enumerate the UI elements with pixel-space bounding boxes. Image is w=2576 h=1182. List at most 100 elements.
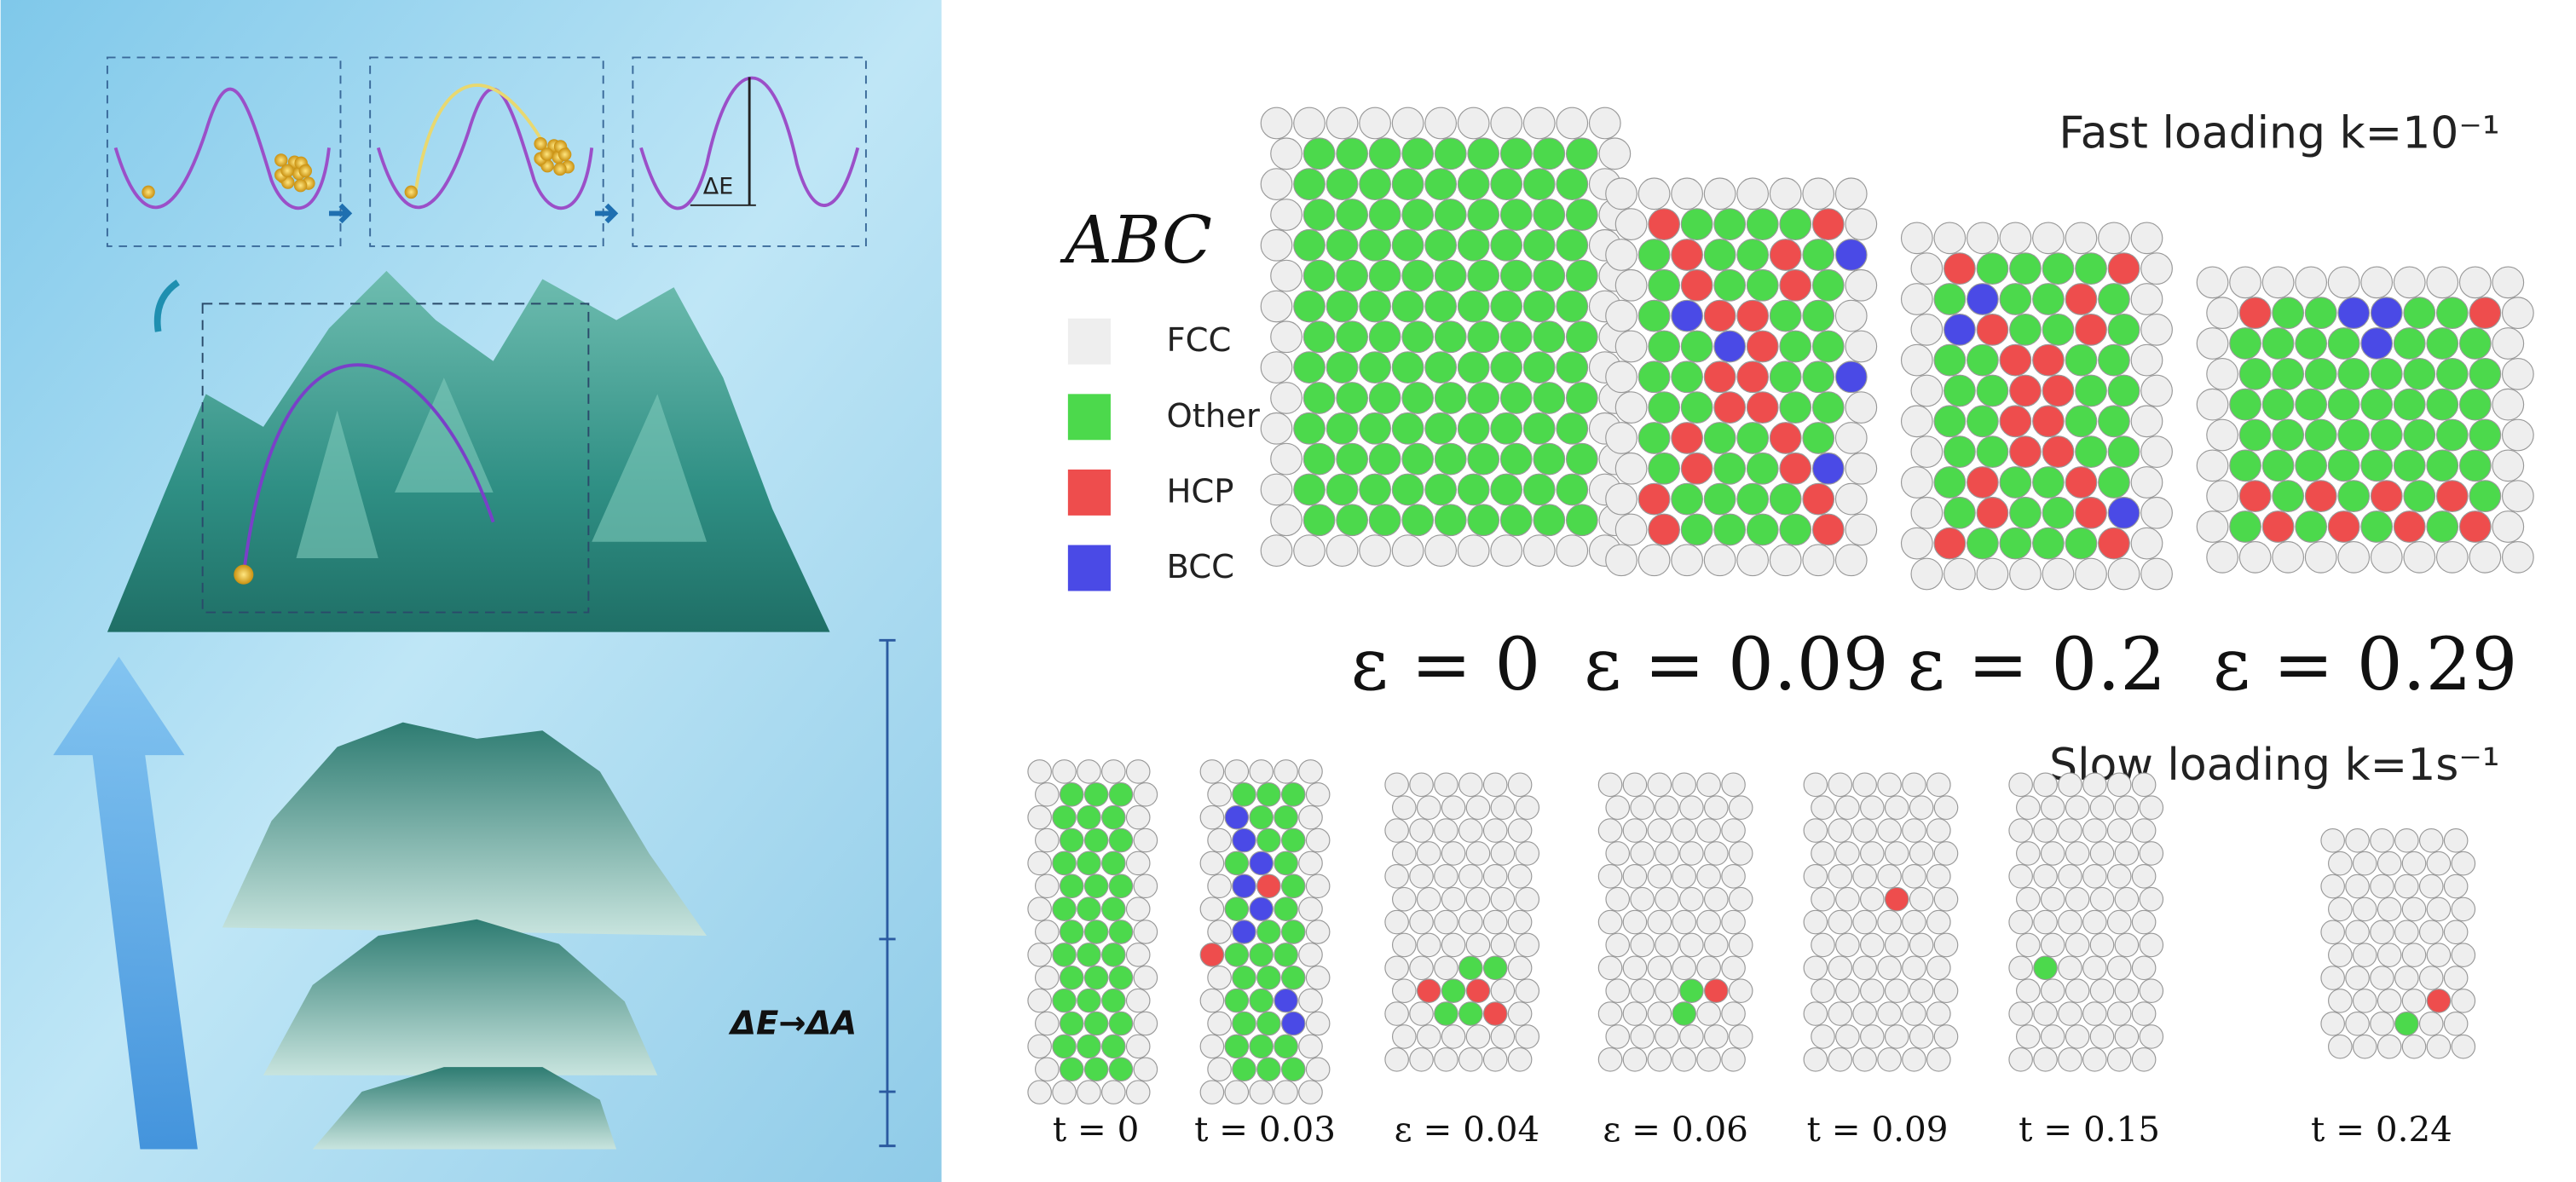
atom: [2418, 1011, 2444, 1036]
atom: [1671, 239, 1703, 271]
atom: [1933, 932, 1959, 958]
atom: [2206, 297, 2238, 330]
atom: [1533, 382, 1566, 414]
atom: [1515, 841, 1540, 866]
atom: [1834, 360, 1868, 394]
atom: [2426, 266, 2459, 299]
atom: [1207, 781, 1232, 807]
atom: [1597, 864, 1623, 889]
atom: [1077, 943, 1101, 967]
atom: [1655, 1024, 1679, 1049]
atom: [1125, 850, 1151, 876]
atom: [1703, 360, 1736, 394]
atom: [1860, 1024, 1885, 1049]
atom: [1802, 360, 1835, 394]
atom: [1199, 850, 1225, 876]
atom: [1556, 168, 1589, 201]
atom: [2352, 943, 2377, 967]
atom: [1884, 932, 1909, 958]
atom: [1326, 534, 1359, 567]
atom: [1910, 496, 1944, 529]
atom: [2089, 841, 2115, 866]
atom: [2443, 1011, 2469, 1036]
atom: [2345, 828, 2370, 853]
atom: [2016, 841, 2041, 866]
atom: [1482, 864, 1508, 889]
atom: [1614, 513, 1648, 546]
atom: [2229, 510, 2261, 543]
atom: [1565, 442, 1598, 476]
atom: [1125, 1034, 1151, 1059]
atom: [1458, 818, 1483, 843]
atom: [1696, 955, 1721, 981]
atom: [2082, 955, 2107, 981]
atom: [1704, 886, 1729, 912]
atom: [1721, 864, 1746, 889]
atom: [1482, 955, 1508, 981]
atom: [1384, 909, 1409, 935]
atom: [1736, 239, 1770, 271]
atom: [2403, 418, 2436, 452]
atom: [2140, 252, 2173, 285]
atom: [2377, 1034, 2402, 1059]
atom: [1944, 252, 1976, 285]
atom: [2370, 874, 2394, 899]
atom: [1302, 137, 1336, 170]
atom: [1298, 759, 1323, 784]
atom: [1499, 382, 1533, 414]
atom: [2451, 850, 2476, 876]
slow-strain-label: t = 0.09: [1807, 1109, 1949, 1150]
atom: [1515, 795, 1540, 820]
atom: [1680, 513, 1713, 546]
atom: [1852, 955, 1877, 981]
atom: [2130, 283, 2163, 315]
atom: [2089, 795, 2115, 820]
atom: [1368, 442, 1401, 476]
atom: [2393, 510, 2426, 543]
atom: [1648, 330, 1681, 363]
atom: [1326, 228, 1359, 262]
atom: [1704, 1024, 1729, 1049]
atom: [1902, 818, 1926, 843]
atom: [1565, 259, 1598, 292]
atom: [2196, 266, 2229, 299]
atom: [1713, 330, 1747, 363]
atom: [2107, 313, 2140, 346]
atom: [1860, 886, 1885, 912]
atom: [2114, 841, 2140, 866]
atom: [2304, 540, 2337, 574]
atom: [2337, 297, 2371, 330]
atom: [2492, 266, 2525, 299]
atom: [1605, 841, 1631, 866]
atom: [1630, 1024, 1655, 1049]
atom: [1515, 886, 1540, 912]
atom: [1416, 932, 1441, 958]
fast-title: Fast loading k=10⁻¹: [2059, 107, 2499, 159]
atom: [1434, 442, 1467, 476]
atom: [1909, 978, 1934, 1003]
atom: [1533, 442, 1566, 476]
atom: [1845, 391, 1878, 424]
atom: [1736, 360, 1770, 394]
atom: [2075, 374, 2107, 407]
atom: [1457, 290, 1490, 323]
atom: [1828, 818, 1853, 843]
atom: [2458, 266, 2492, 299]
atom: [2360, 266, 2394, 299]
atom: [1605, 482, 1637, 516]
atom: [1256, 920, 1281, 944]
atom: [1101, 988, 1126, 1013]
atom: [1622, 909, 1648, 935]
atom: [2426, 1034, 2452, 1059]
atom: [1434, 137, 1467, 170]
atom: [2196, 327, 2229, 360]
gold-atom: [298, 164, 312, 178]
atom: [2009, 496, 2042, 529]
atom: [2106, 909, 2132, 935]
atom: [2065, 343, 2098, 377]
atom: [1926, 772, 1951, 798]
atom: [2016, 932, 2041, 958]
atom: [1909, 886, 1934, 912]
atom: [1999, 405, 2032, 438]
atom: [1902, 909, 1926, 935]
